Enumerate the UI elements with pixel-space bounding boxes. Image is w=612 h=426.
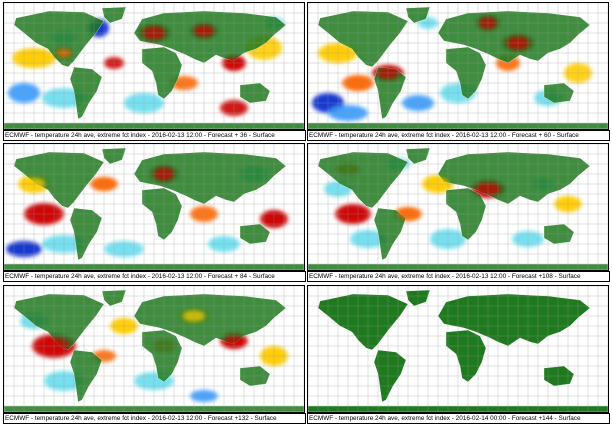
- world-map-5: [3, 285, 305, 413]
- north-america: [317, 293, 409, 351]
- map-canvas: [4, 144, 304, 270]
- lat-lon-grid: [4, 3, 304, 129]
- map-canvas: [4, 3, 304, 129]
- map-panel-6: ECMWF - temperature 24h ave, extreme fct…: [307, 285, 610, 424]
- lat-lon-grid: [308, 144, 608, 270]
- panel-caption-4: ECMWF - temperature 24h ave, extreme fct…: [307, 271, 610, 282]
- map-panel-5: ECMWF - temperature 24h ave, extreme fct…: [3, 285, 306, 424]
- panel-caption-3: ECMWF - temperature 24h ave, extreme fct…: [3, 271, 306, 282]
- map-panel-1: ECMWF - temperature 24h ave, extreme fct…: [3, 2, 306, 141]
- map-canvas: [308, 286, 608, 412]
- map-canvas: [4, 286, 304, 412]
- panel-caption-1: ECMWF - temperature 24h ave, extreme fct…: [3, 130, 306, 141]
- world-map-1: [3, 2, 305, 130]
- panel-caption-6: ECMWF - temperature 24h ave, extreme fct…: [307, 413, 610, 424]
- map-canvas: [308, 3, 608, 129]
- map-panel-2: ECMWF - temperature 24h ave, extreme fct…: [307, 2, 610, 141]
- panel-caption-2: ECMWF - temperature 24h ave, extreme fct…: [307, 130, 610, 141]
- world-map-3: [3, 143, 305, 271]
- panel-caption-5: ECMWF - temperature 24h ave, extreme fct…: [3, 413, 306, 424]
- lat-lon-grid: [308, 3, 608, 129]
- map-canvas: [308, 144, 608, 270]
- north-america: [317, 151, 409, 209]
- map-panel-3: ECMWF - temperature 24h ave, extreme fct…: [3, 143, 306, 282]
- lat-lon-grid: [4, 144, 304, 270]
- continents: [308, 289, 608, 412]
- map-panel-4: ECMWF - temperature 24h ave, extreme fct…: [307, 143, 610, 282]
- world-map-2: [307, 2, 609, 130]
- lat-lon-grid: [308, 286, 608, 412]
- world-map-6: [307, 285, 609, 413]
- world-map-4: [307, 143, 609, 271]
- lat-lon-grid: [4, 286, 304, 412]
